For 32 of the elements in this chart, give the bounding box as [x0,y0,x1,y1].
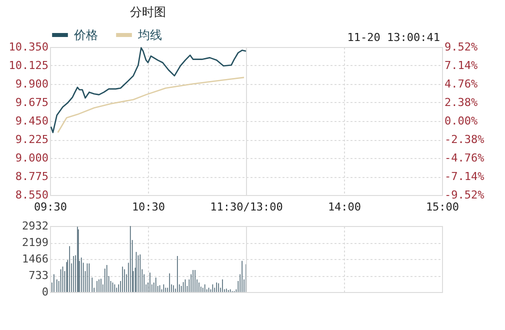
text: 4.76% [444,78,478,90]
text: -7.14% [444,170,484,183]
text: 2.38% [444,96,478,109]
text: 7.14% [444,59,478,72]
text: -4.76% [444,152,484,164]
text: 9.52% [444,40,478,54]
y-tick-label: 9.900 [15,78,48,90]
text: 0.00% [444,114,478,128]
y-tick-label: 9.675 [15,96,48,109]
y-tick-label: 0 [42,286,48,298]
chart-title: 分时图 [130,5,166,19]
text: -2.38% [444,133,484,146]
y-tick-label: 1466 [22,252,48,266]
y-tick-label: 9.450 [15,114,48,128]
y-tick-label: 2932 [22,220,48,232]
y-tick-label: 8.550 [15,188,48,202]
legend-label: 价格 [73,28,98,42]
y-tick-label: 10.125 [8,59,48,72]
text: 11-20 13:00:41 [347,31,440,44]
x-tick-label: 09:30 [34,200,68,214]
x-tick-label: 15:00 [426,200,460,214]
y-tick-label: 9.225 [15,133,48,146]
y-tick-label: 2199 [22,236,48,249]
y-tick-label: 8.775 [15,170,48,183]
y-tick-label: 10.350 [8,40,48,54]
x-tick-label: 10:30 [132,200,166,214]
text: -9.52% [444,188,484,202]
x-tick-label: 14:00 [328,200,362,214]
x-tick-label: 11:30/13:00 [210,200,283,214]
y-tick-label: 733 [28,269,48,282]
y-tick-label: 9.000 [15,152,48,164]
legend-label: 均线 [137,28,162,42]
